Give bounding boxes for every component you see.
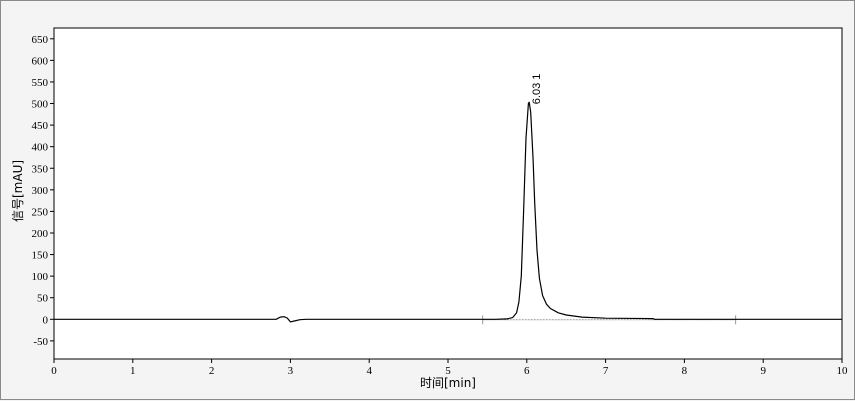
- signal-trace: [54, 101, 842, 323]
- plot-area: [53, 27, 843, 360]
- y-tick-label: 400: [32, 142, 49, 154]
- x-axis-label: 时间[min]: [420, 376, 476, 390]
- y-tick-label: -50: [33, 336, 48, 348]
- y-tick-label: 450: [32, 120, 49, 132]
- y-tick-label: 100: [32, 271, 49, 283]
- y-tick-label: 0: [43, 314, 49, 326]
- x-tick-label: 7: [603, 365, 609, 377]
- x-tick-label: 5: [445, 365, 451, 377]
- x-tick-label: 10: [837, 365, 849, 377]
- x-tick-label: 9: [760, 365, 766, 377]
- y-axis-label: 信号[mAU]: [11, 160, 25, 222]
- y-tick-label: 150: [32, 250, 49, 262]
- y-tick-label: 550: [32, 77, 49, 89]
- x-tick-label: 6: [524, 365, 530, 377]
- y-tick-label: 250: [32, 206, 49, 218]
- x-tick-label: 1: [130, 365, 136, 377]
- peak-label: 6.03 1: [531, 74, 543, 105]
- x-tick-label: 4: [366, 365, 372, 377]
- y-tick-label: 300: [32, 185, 49, 197]
- y-tick-label: 600: [32, 55, 49, 67]
- x-tick-label: 8: [682, 365, 688, 377]
- x-tick-label: 0: [51, 365, 57, 377]
- y-tick-label: 350: [32, 163, 49, 175]
- x-tick-label: 3: [288, 365, 294, 377]
- y-tick-label: 200: [32, 228, 49, 240]
- y-tick-label: 500: [32, 99, 49, 111]
- y-tick-label: 650: [32, 34, 49, 46]
- x-tick-label: 2: [209, 365, 215, 377]
- y-tick-label: 50: [37, 293, 49, 305]
